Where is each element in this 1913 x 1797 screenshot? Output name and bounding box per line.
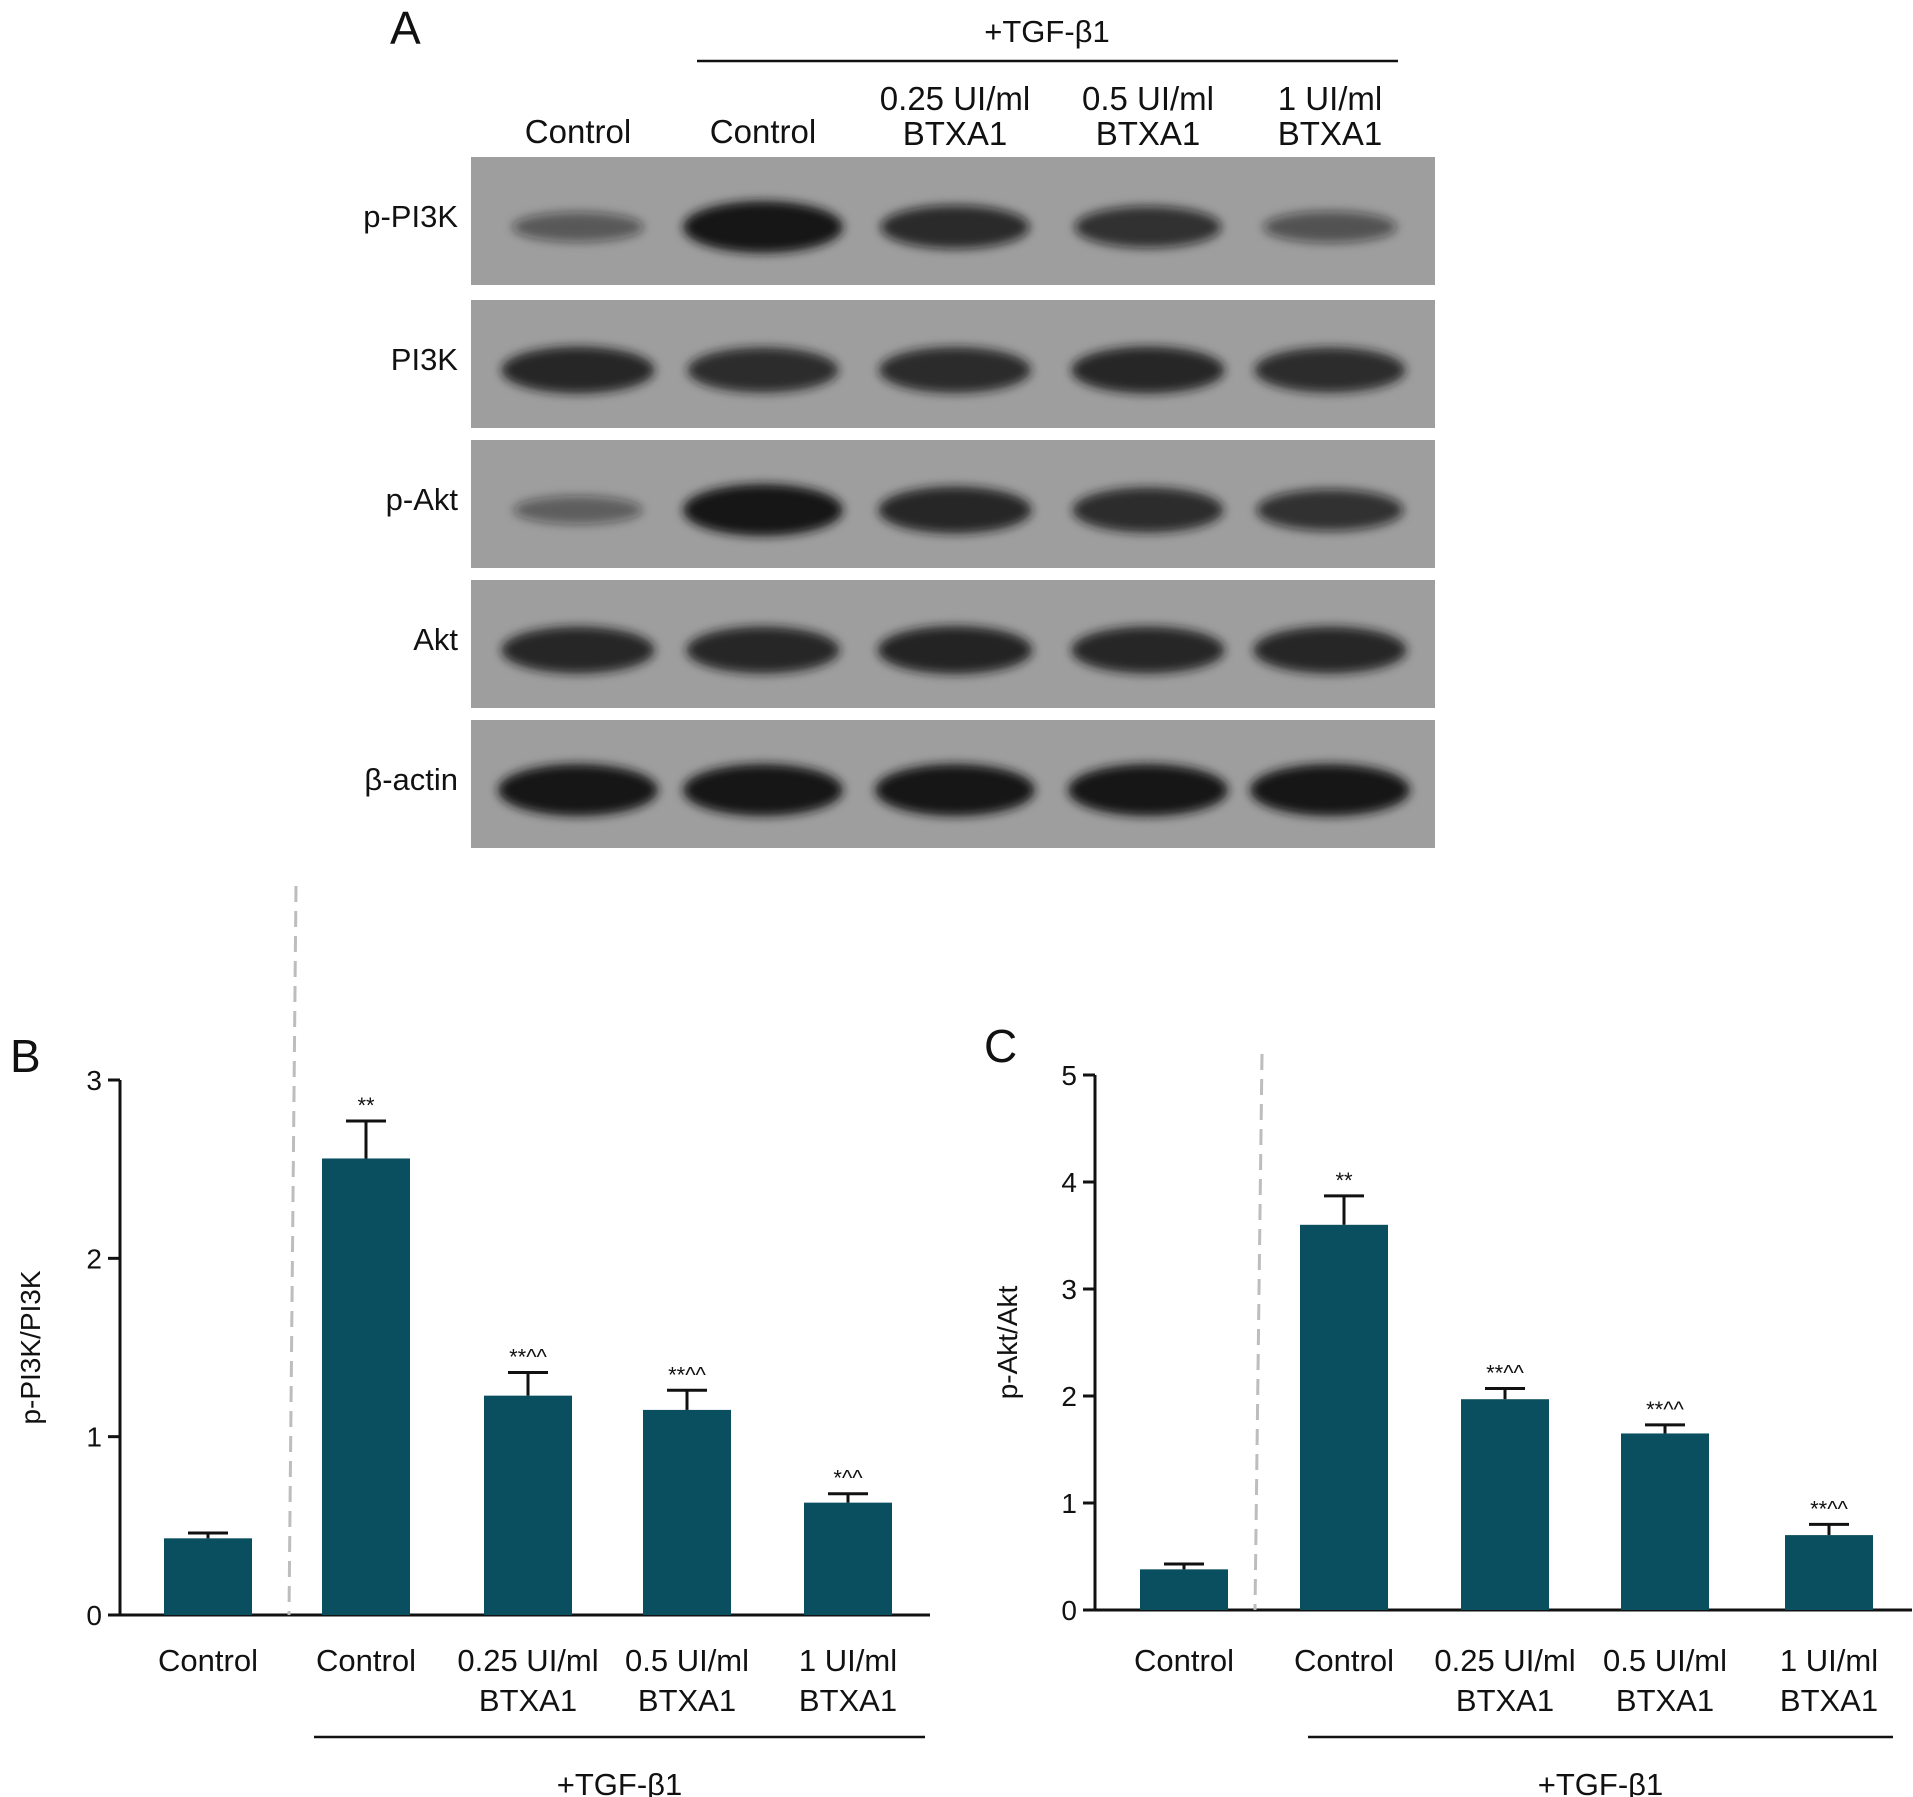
lane-label: BTXA1: [903, 115, 1008, 152]
lane-label: Control: [525, 113, 631, 150]
category-label: BTXA1: [638, 1683, 736, 1718]
lane-label: 0.5 UI/ml: [1082, 80, 1214, 117]
category-label: Control: [1294, 1643, 1394, 1678]
category-label: BTXA1: [1456, 1683, 1554, 1718]
category-label: Control: [158, 1643, 258, 1678]
blot-band: [683, 484, 843, 536]
blot-band: [687, 347, 839, 393]
panel-a-letter: A: [390, 2, 421, 54]
blot-band: [878, 486, 1032, 534]
category-label: 1 UI/ml: [799, 1643, 897, 1678]
y-tick-label: 1: [86, 1422, 102, 1453]
blot-label: Akt: [413, 622, 458, 657]
y-tick-label: 0: [86, 1600, 102, 1631]
panel-b-bar-chart: B 0 1 2 3 p-PI3K/PI3K Control ** Control **^^ 0.25…: [10, 885, 930, 1797]
significance-label: **^^: [1486, 1361, 1524, 1386]
y-tick-label: 5: [1061, 1060, 1077, 1091]
lane-label: Control: [710, 113, 816, 150]
panel-letter: C: [984, 1020, 1017, 1072]
significance-label: **^^: [1646, 1397, 1684, 1422]
category-label: 0.5 UI/ml: [1603, 1643, 1727, 1678]
blot-label: PI3K: [391, 342, 459, 377]
category-label: BTXA1: [1616, 1683, 1714, 1718]
bar: [484, 1395, 572, 1615]
blot-label: β-actin: [364, 762, 458, 797]
significance-label: **^^: [668, 1362, 706, 1387]
lane-label: BTXA1: [1278, 115, 1383, 152]
blot-label: p-Akt: [386, 482, 459, 517]
bar: [1621, 1433, 1709, 1610]
blot-band: [878, 347, 1032, 393]
y-tick-label: 4: [1061, 1167, 1077, 1198]
bar: [322, 1158, 410, 1615]
blot-band: [498, 764, 658, 816]
category-label: 0.25 UI/ml: [1434, 1643, 1575, 1678]
bar: [643, 1409, 731, 1615]
bar: [1300, 1224, 1388, 1610]
category-label: 0.5 UI/ml: [625, 1643, 749, 1678]
blot-band: [683, 201, 843, 253]
significance-label: **^^: [509, 1344, 547, 1369]
bar: [1140, 1569, 1228, 1610]
y-tick-label: 3: [86, 1065, 102, 1096]
panel-c-bar-chart: C 0 1 2 3 4 5 p-Akt/Akt Control ** Control **^^ 0.25…: [984, 1020, 1912, 1797]
y-tick-label: 1: [1061, 1488, 1077, 1519]
blot-band: [875, 764, 1035, 816]
y-tick-label: 2: [86, 1243, 102, 1274]
blot-band: [1071, 346, 1225, 394]
significance-label: **^^: [1810, 1496, 1848, 1521]
bar: [804, 1502, 892, 1615]
blot-band: [1253, 626, 1407, 674]
blot-band: [501, 626, 655, 674]
blot-band: [1256, 489, 1404, 531]
blot-band: [1071, 626, 1225, 674]
control-separator: [1253, 1053, 1264, 1611]
treatment-label: +TGF-β1: [984, 14, 1109, 49]
lane-label: 0.25 UI/ml: [880, 80, 1030, 117]
significance-label: *^^: [833, 1466, 863, 1491]
category-label: 1 UI/ml: [1780, 1643, 1878, 1678]
category-label: Control: [1134, 1643, 1234, 1678]
blot-band: [683, 764, 843, 816]
blot-band: [880, 205, 1030, 249]
blot-band: [501, 346, 655, 394]
y-tick-label: 0: [1061, 1595, 1077, 1626]
control-separator: [287, 885, 298, 1616]
category-label: BTXA1: [799, 1683, 897, 1718]
y-axis-title: p-Akt/Akt: [992, 1285, 1023, 1399]
lane-label: BTXA1: [1096, 115, 1201, 152]
blot-band: [1254, 347, 1406, 393]
blot-band: [512, 212, 644, 242]
blot-band: [1072, 487, 1224, 533]
lane-label: 1 UI/ml: [1278, 80, 1383, 117]
blot-band: [1068, 764, 1228, 816]
y-tick-label: 3: [1061, 1274, 1077, 1305]
blot-band: [686, 626, 840, 674]
category-label: Control: [316, 1643, 416, 1678]
bar: [1461, 1399, 1549, 1610]
category-label: BTXA1: [479, 1683, 577, 1718]
blot-label: p-PI3K: [363, 199, 458, 234]
y-tick-label: 2: [1061, 1381, 1077, 1412]
group-label: +TGF-β1: [1538, 1767, 1663, 1797]
blot-band: [1074, 206, 1222, 248]
blot-band: [1263, 211, 1397, 243]
category-label: BTXA1: [1780, 1683, 1878, 1718]
category-label: 0.25 UI/ml: [457, 1643, 598, 1678]
group-label: +TGF-β1: [557, 1767, 682, 1797]
panel-letter: B: [10, 1030, 41, 1082]
blot-band: [1250, 764, 1410, 816]
blot-band: [513, 495, 643, 525]
significance-label: **: [1335, 1168, 1353, 1193]
y-axis-title: p-PI3K/PI3K: [15, 1270, 46, 1424]
blot-band: [877, 626, 1033, 674]
bar: [164, 1538, 252, 1615]
bar: [1785, 1535, 1873, 1610]
significance-label: **: [357, 1093, 375, 1118]
